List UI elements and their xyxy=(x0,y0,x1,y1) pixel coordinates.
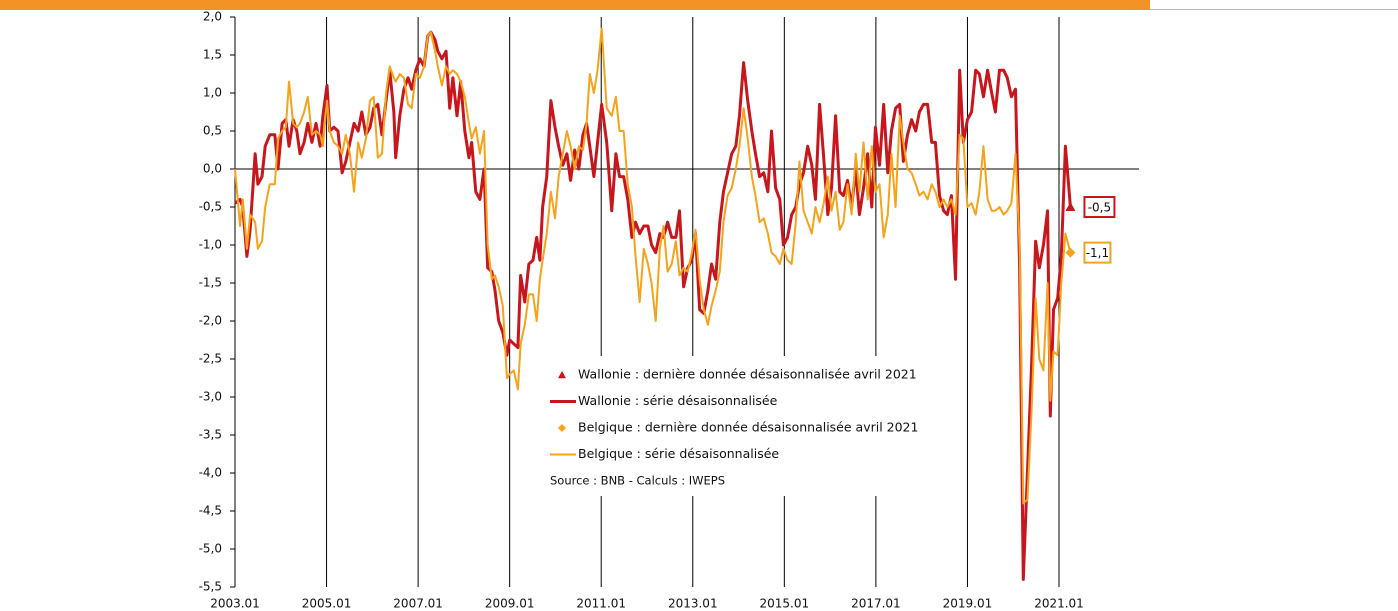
x-tick-label: 2015.01 xyxy=(760,597,810,611)
series-line xyxy=(234,27,1072,505)
y-tick-label: 1,5 xyxy=(203,48,222,62)
y-tick-label: 0,0 xyxy=(203,162,222,176)
series-line xyxy=(234,30,1072,581)
y-tick-label: -3,5 xyxy=(199,428,222,442)
y-tick-label: -1,5 xyxy=(199,276,222,290)
value-label-box xyxy=(1083,241,1112,264)
legend-label: Wallonie : dernière donnée désaisonnalis… xyxy=(578,367,917,382)
legend-swatch xyxy=(558,371,566,379)
header-bar xyxy=(0,0,1150,10)
y-tick-label: -5,5 xyxy=(199,580,222,594)
value-label: -0,5 xyxy=(1088,201,1111,215)
last-point xyxy=(1065,202,1076,211)
value-label-box xyxy=(1083,196,1116,218)
y-tick-label: 2,0 xyxy=(203,10,222,24)
x-tick-label: 2009.01 xyxy=(485,597,535,611)
x-tick-label: 2003.01 xyxy=(210,597,260,611)
source-note: Source : BNB - Calculs : IWEPS xyxy=(550,474,725,488)
y-tick-label: -0,5 xyxy=(199,200,222,214)
y-tick-label: -2,5 xyxy=(199,352,222,366)
x-tick-label: 2013.01 xyxy=(668,597,718,611)
x-tick-label: 2021.01 xyxy=(1034,597,1084,611)
y-tick-label: -4,5 xyxy=(199,504,222,518)
legend-box xyxy=(545,356,955,496)
y-tick-label: -5,0 xyxy=(199,542,222,556)
last-point xyxy=(1065,247,1076,258)
value-label: -1,1 xyxy=(1086,246,1109,260)
x-tick-label: 2019.01 xyxy=(943,597,993,611)
legend-swatch xyxy=(558,424,566,432)
y-tick-label: -1,0 xyxy=(199,238,222,252)
legend-label: Wallonie : série désaisonnalisée xyxy=(578,393,778,408)
legend-label: Belgique : dernière donnée désaisonnalis… xyxy=(578,420,918,435)
y-tick-label: 1,0 xyxy=(203,86,222,100)
x-tick-label: 2017.01 xyxy=(851,597,901,611)
y-tick-label: 0,5 xyxy=(203,124,222,138)
x-tick-label: 2007.01 xyxy=(393,597,443,611)
y-tick-label: -3,0 xyxy=(199,390,222,404)
x-tick-label: 2011.01 xyxy=(576,597,626,611)
legend-label: Belgique : série désaisonnalisée xyxy=(578,446,779,461)
y-tick-label: -4,0 xyxy=(199,466,222,480)
x-tick-label: 2005.01 xyxy=(302,597,352,611)
y-tick-label: -2,0 xyxy=(199,314,222,328)
